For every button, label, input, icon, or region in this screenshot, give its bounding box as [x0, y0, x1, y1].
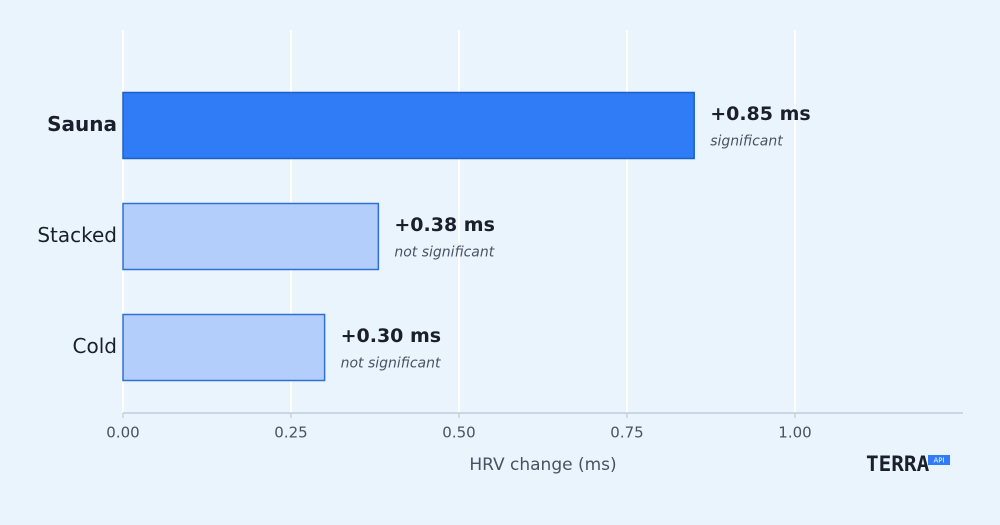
- value-label: +0.38 ms: [394, 214, 495, 236]
- x-tick-label: 0.00: [106, 424, 139, 442]
- x-tick-label: 0.75: [610, 424, 643, 442]
- logo-badge-text: API: [933, 457, 944, 465]
- category-label: Cold: [73, 334, 117, 358]
- category-label: Stacked: [37, 223, 117, 247]
- significance-note: not significant: [394, 245, 494, 261]
- logo-badge: [928, 455, 950, 465]
- significance-note: significant: [710, 134, 783, 150]
- bar: [122, 91, 695, 160]
- category-label: Sauna: [47, 112, 117, 136]
- value-label: +0.85 ms: [710, 103, 811, 125]
- bar: [122, 313, 326, 382]
- logo-text: TERRA: [866, 452, 930, 476]
- x-axis-label: HRV change (ms): [469, 455, 616, 475]
- bar: [122, 202, 380, 271]
- x-tick-label: 0.50: [442, 424, 475, 442]
- x-tick-label: 0.25: [274, 424, 307, 442]
- value-label: +0.30 ms: [341, 325, 442, 347]
- significance-note: not significant: [341, 356, 441, 372]
- x-tick-label: 1.00: [778, 424, 811, 442]
